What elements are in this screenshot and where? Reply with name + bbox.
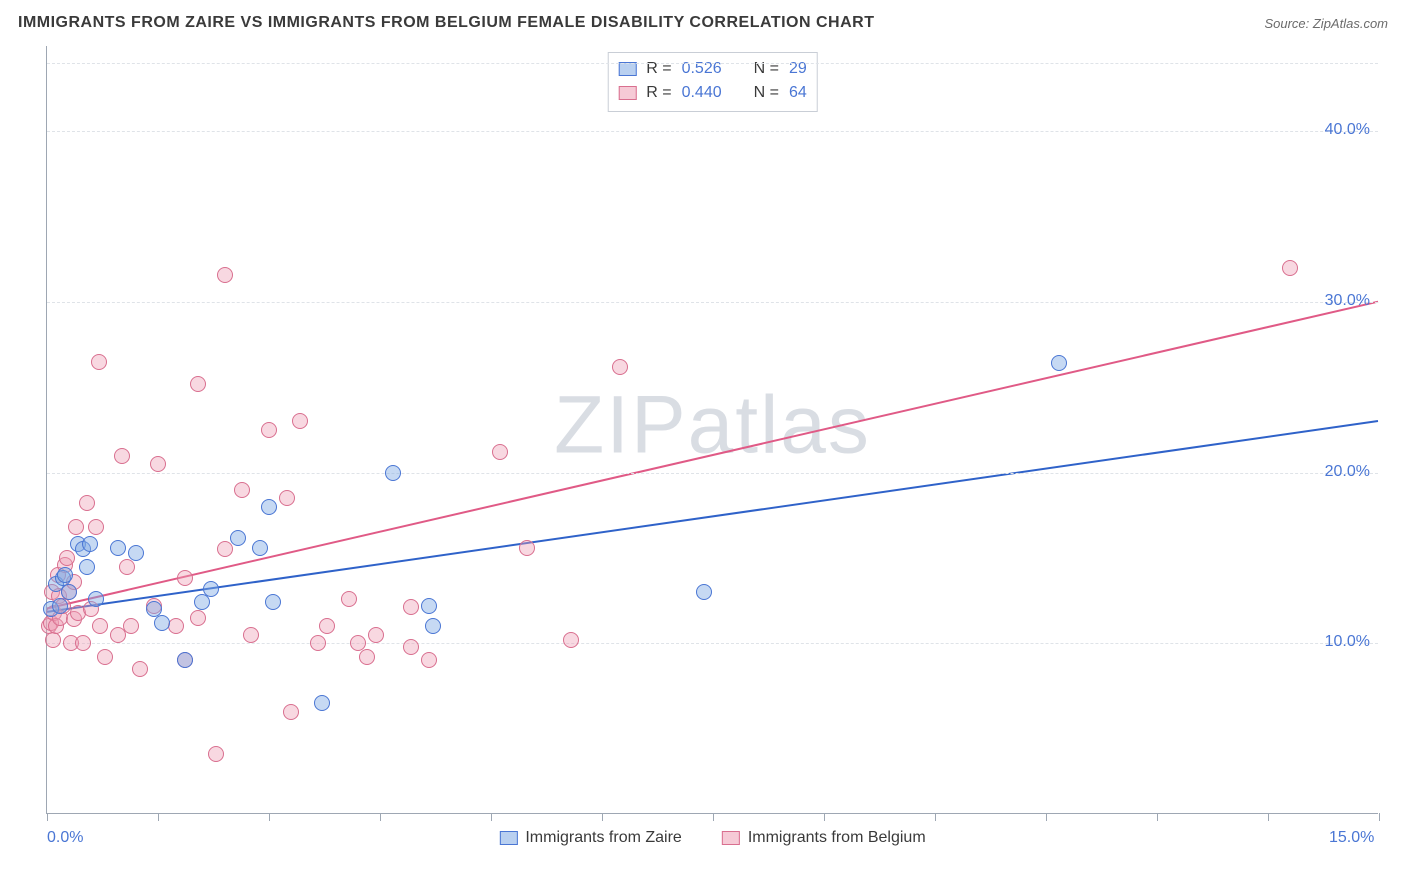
data-point: [341, 591, 357, 607]
x-tick-label: 0.0%: [47, 829, 83, 847]
data-point: [217, 541, 233, 557]
legend-item-zaire: Immigrants from Zaire: [499, 829, 681, 847]
plot-area: ZIPatlas R = 0.526 N = 29 R = 0.440 N = …: [46, 46, 1378, 814]
data-point: [261, 422, 277, 438]
swatch-blue-icon: [499, 831, 517, 845]
data-point: [190, 376, 206, 392]
data-point: [243, 627, 259, 643]
data-point: [1282, 260, 1298, 276]
trend-line: [47, 421, 1378, 612]
y-tick-label: 10.0%: [1325, 633, 1370, 651]
data-point: [208, 746, 224, 762]
y-tick-label: 40.0%: [1325, 121, 1370, 139]
data-point: [97, 649, 113, 665]
x-tick: [824, 813, 825, 821]
gridline-h: [47, 473, 1378, 474]
gridline-h: [47, 131, 1378, 132]
data-point: [168, 618, 184, 634]
data-point: [82, 536, 98, 552]
r-value: 0.440: [682, 81, 722, 105]
legend-correlation: R = 0.526 N = 29 R = 0.440 N = 64: [607, 52, 818, 112]
data-point: [45, 632, 61, 648]
n-value: 29: [789, 57, 807, 81]
x-tick: [1379, 813, 1380, 821]
x-tick: [380, 813, 381, 821]
data-point: [110, 540, 126, 556]
data-point: [75, 635, 91, 651]
x-tick: [1268, 813, 1269, 821]
data-point: [150, 456, 166, 472]
n-value: 64: [789, 81, 807, 105]
legend-row-zaire: R = 0.526 N = 29: [618, 57, 807, 81]
data-point: [79, 559, 95, 575]
x-tick: [602, 813, 603, 821]
swatch-pink-icon: [618, 86, 636, 100]
x-tick: [269, 813, 270, 821]
data-point: [114, 448, 130, 464]
data-point: [359, 649, 375, 665]
x-tick-label: 15.0%: [1329, 829, 1374, 847]
data-point: [88, 519, 104, 535]
swatch-blue-icon: [618, 62, 636, 76]
source-label: Source: ZipAtlas.com: [1264, 16, 1388, 31]
data-point: [421, 598, 437, 614]
trend-lines-svg: [47, 46, 1378, 813]
x-tick: [158, 813, 159, 821]
data-point: [119, 559, 135, 575]
data-point: [612, 359, 628, 375]
data-point: [190, 610, 206, 626]
y-tick-label: 30.0%: [1325, 292, 1370, 310]
x-tick: [1046, 813, 1047, 821]
legend-row-belgium: R = 0.440 N = 64: [618, 81, 807, 105]
data-point: [91, 354, 107, 370]
gridline-h: [47, 643, 1378, 644]
data-point: [128, 545, 144, 561]
data-point: [252, 540, 268, 556]
data-point: [368, 627, 384, 643]
data-point: [52, 598, 68, 614]
x-tick: [47, 813, 48, 821]
data-point: [261, 499, 277, 515]
data-point: [177, 652, 193, 668]
data-point: [519, 540, 535, 556]
x-tick: [491, 813, 492, 821]
gridline-h: [47, 302, 1378, 303]
data-point: [319, 618, 335, 634]
data-point: [403, 639, 419, 655]
x-tick: [1157, 813, 1158, 821]
legend-series: Immigrants from Zaire Immigrants from Be…: [499, 829, 925, 847]
chart-title: IMMIGRANTS FROM ZAIRE VS IMMIGRANTS FROM…: [18, 14, 874, 32]
data-point: [492, 444, 508, 460]
x-tick: [713, 813, 714, 821]
swatch-pink-icon: [722, 831, 740, 845]
n-label: N =: [754, 57, 779, 81]
data-point: [177, 570, 193, 586]
data-point: [88, 591, 104, 607]
data-point: [59, 550, 75, 566]
r-value: 0.526: [682, 57, 722, 81]
data-point: [385, 465, 401, 481]
data-point: [203, 581, 219, 597]
data-point: [279, 490, 295, 506]
n-label: N =: [754, 81, 779, 105]
data-point: [283, 704, 299, 720]
data-point: [563, 632, 579, 648]
y-tick-label: 20.0%: [1325, 463, 1370, 481]
data-point: [217, 267, 233, 283]
trend-line: [47, 302, 1378, 609]
r-label: R =: [646, 81, 671, 105]
x-tick: [935, 813, 936, 821]
data-point: [234, 482, 250, 498]
series-label: Immigrants from Zaire: [525, 829, 681, 847]
legend-item-belgium: Immigrants from Belgium: [722, 829, 926, 847]
data-point: [230, 530, 246, 546]
gridline-h: [47, 63, 1378, 64]
chart-container: IMMIGRANTS FROM ZAIRE VS IMMIGRANTS FROM…: [0, 0, 1406, 892]
series-label: Immigrants from Belgium: [748, 829, 926, 847]
data-point: [57, 567, 73, 583]
r-label: R =: [646, 57, 671, 81]
